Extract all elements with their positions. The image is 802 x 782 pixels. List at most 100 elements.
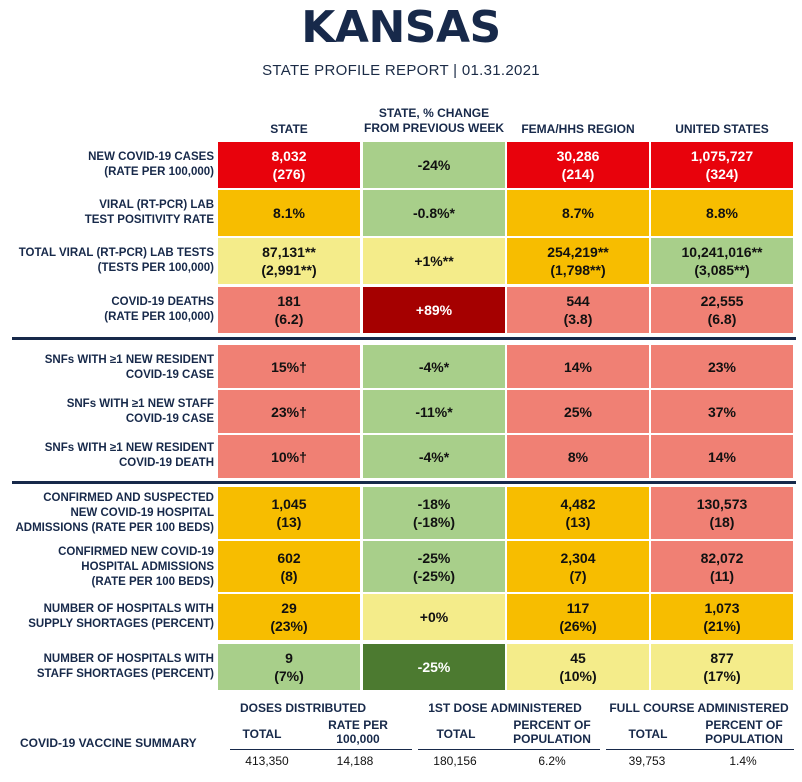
cell-state-staff-shortages: 9 (7%) bbox=[218, 644, 360, 690]
cell-value: -11%* bbox=[415, 403, 453, 420]
cell-change-deaths: +89% bbox=[363, 287, 505, 333]
cell-value: 8.1% bbox=[273, 205, 305, 221]
row-label-line: COVID-19 CASE bbox=[125, 368, 214, 381]
cell-change-snf-resident-death: -4%* bbox=[363, 435, 505, 478]
cell-region-staff-shortages: 45 (10%) bbox=[507, 644, 649, 690]
cell-value: 9 bbox=[285, 650, 293, 666]
section-divider bbox=[12, 481, 796, 484]
cell-subvalue: (6.8) bbox=[707, 311, 737, 327]
cell-value: 8% bbox=[567, 448, 589, 465]
vaccine-header-full-pct: PERCENT OF POPULATION bbox=[694, 718, 794, 746]
row-label-line: CONFIRMED NEW COVID-19 bbox=[58, 545, 214, 558]
row-label-line: (RATE PER 100 BEDS) bbox=[91, 575, 214, 588]
vaccine-header-line: RATE PER bbox=[328, 718, 388, 732]
cell-value: 544 bbox=[566, 293, 590, 309]
cell-value: 10%† bbox=[271, 448, 307, 465]
row-label-staff-shortages: NUMBER OF HOSPITALS WITH STAFF SHORTAGES… bbox=[4, 644, 214, 690]
row-label-positivity: VIRAL (RT-PCR) LAB TEST POSITIVITY RATE bbox=[4, 190, 214, 236]
row-label-line: HOSPITAL ADMISSIONS bbox=[81, 560, 214, 573]
cell-us-snf-resident-death: 14% bbox=[651, 435, 793, 478]
cell-us-staff-shortages: 877 (17%) bbox=[651, 644, 793, 690]
row-label-line: (TESTS PER 100,000) bbox=[97, 262, 214, 274]
row-label-line: TOTAL VIRAL (RT-PCR) LAB TESTS bbox=[18, 247, 214, 259]
col-header-change: STATE, % CHANGE FROM PREVIOUS WEEK bbox=[363, 106, 505, 136]
cell-subvalue: (10%) bbox=[559, 668, 597, 684]
cell-value: 117 bbox=[566, 600, 590, 616]
cell-change-new-cases: -24% bbox=[363, 142, 505, 188]
vaccine-dist-total: 413,350 bbox=[245, 754, 289, 768]
report-subtitle: STATE PROFILE REPORT | 01.31.2021 bbox=[262, 62, 540, 79]
row-label-snf-resident-death: SNFs WITH ≥1 NEW RESIDENT COVID-19 DEATH bbox=[4, 433, 214, 478]
cell-subvalue: (2,991**) bbox=[261, 262, 317, 278]
cell-subvalue: (3.8) bbox=[563, 311, 593, 327]
row-label-line: NEW COVID-19 CASES bbox=[88, 151, 214, 163]
cell-value: -25% bbox=[417, 659, 451, 675]
vaccine-dist-rate: 14,188 bbox=[336, 754, 374, 768]
cell-value: 8.8% bbox=[706, 205, 738, 221]
cell-subvalue: (26%) bbox=[559, 618, 597, 634]
row-label-line: TEST POSITIVITY RATE bbox=[84, 214, 214, 226]
cell-change-snf-resident-case: -4%* bbox=[363, 345, 505, 388]
cell-state-snf-resident-case: 15%† bbox=[218, 345, 360, 388]
cell-us-confirmed-suspected-admissions: 130,573 (18) bbox=[651, 487, 793, 539]
cell-value: 25% bbox=[563, 403, 593, 420]
cell-value: 602 bbox=[277, 549, 301, 566]
cell-subvalue: (17%) bbox=[703, 668, 741, 684]
cell-value: 87,131** bbox=[262, 244, 316, 260]
cell-us-total-tests: 10,241,016** (3,085**) bbox=[651, 238, 793, 284]
row-label-line: STAFF SHORTAGES (PERCENT) bbox=[36, 668, 214, 680]
cell-value: 254,219** bbox=[547, 244, 609, 260]
cell-us-deaths: 22,555 (6.8) bbox=[651, 287, 793, 333]
row-label-line: (RATE PER 100,000) bbox=[104, 311, 214, 323]
cell-value: 4,482 bbox=[560, 496, 596, 512]
cell-value: 1,045 bbox=[271, 496, 307, 512]
cell-value: 37% bbox=[707, 403, 737, 420]
vaccine-header-line: PERCENT OF bbox=[513, 718, 591, 732]
cell-value: 877 bbox=[710, 650, 734, 666]
cell-us-new-cases: 1,075,727 (324) bbox=[651, 142, 793, 188]
row-label-line: VIRAL (RT-PCR) LAB bbox=[99, 199, 214, 211]
cell-us-snf-resident-case: 23% bbox=[651, 345, 793, 388]
vaccine-header-line: POPULATION bbox=[513, 732, 591, 746]
cell-subvalue: (214) bbox=[561, 166, 595, 182]
col-header-change-line2: FROM PREVIOUS WEEK bbox=[363, 121, 504, 135]
vaccine-full-total: 39,753 bbox=[628, 754, 666, 768]
row-label-snf-resident-case: SNFs WITH ≥1 NEW RESIDENT COVID-19 CASE bbox=[4, 345, 214, 390]
cell-subvalue: (324) bbox=[705, 166, 739, 182]
cell-value: +0% bbox=[419, 609, 449, 625]
cell-subvalue: (6.2) bbox=[274, 311, 304, 327]
cell-state-confirmed-suspected-admissions: 1,045 (13) bbox=[218, 487, 360, 539]
cell-subvalue: (18) bbox=[709, 514, 735, 530]
cell-state-new-cases: 8,032 (276) bbox=[218, 142, 360, 188]
cell-value: -18% bbox=[417, 496, 451, 512]
row-label-line: SNFs WITH ≥1 NEW STAFF bbox=[66, 397, 214, 410]
cell-subvalue: (3,085**) bbox=[694, 262, 750, 278]
cell-region-confirmed-admissions: 2,304 (7) bbox=[507, 541, 649, 592]
cell-value: 82,072 bbox=[700, 549, 744, 566]
cell-region-snf-resident-death: 8% bbox=[507, 435, 649, 478]
vaccine-first-pct: 6.2% bbox=[538, 754, 566, 768]
cell-value: +89% bbox=[415, 302, 453, 318]
col-header-change-line1: STATE, % CHANGE bbox=[378, 106, 490, 120]
col-header-region: FEMA/HHS REGION bbox=[521, 122, 635, 136]
cell-value: 30,286 bbox=[556, 148, 600, 164]
cell-value: 8.7% bbox=[562, 205, 594, 221]
row-label-total-tests: TOTAL VIRAL (RT-PCR) LAB TESTS (TESTS PE… bbox=[4, 238, 214, 284]
col-header-state: STATE bbox=[270, 122, 308, 136]
cell-region-total-tests: 254,219** (1,798**) bbox=[507, 238, 649, 284]
cell-value: 14% bbox=[563, 358, 593, 375]
cell-us-snf-staff-case: 37% bbox=[651, 390, 793, 433]
vaccine-header-full-total: TOTAL bbox=[628, 727, 668, 741]
row-label-deaths: COVID-19 DEATHS (RATE PER 100,000) bbox=[4, 287, 214, 333]
cell-subvalue: (-25%) bbox=[412, 567, 455, 584]
cell-subvalue: (7) bbox=[569, 567, 587, 584]
row-label-line: SNFs WITH ≥1 NEW RESIDENT bbox=[44, 441, 214, 454]
cell-value: 14% bbox=[707, 448, 737, 465]
cell-value: 29 bbox=[281, 600, 297, 616]
cell-state-deaths: 181 (6.2) bbox=[218, 287, 360, 333]
row-label-line: COVID-19 CASE bbox=[125, 412, 214, 425]
vaccine-header-line: POPULATION bbox=[705, 732, 783, 746]
cell-value: -4%* bbox=[418, 448, 450, 465]
vaccine-header-line: PERCENT OF bbox=[705, 718, 783, 732]
row-label-line: COVID-19 DEATH bbox=[119, 456, 214, 469]
